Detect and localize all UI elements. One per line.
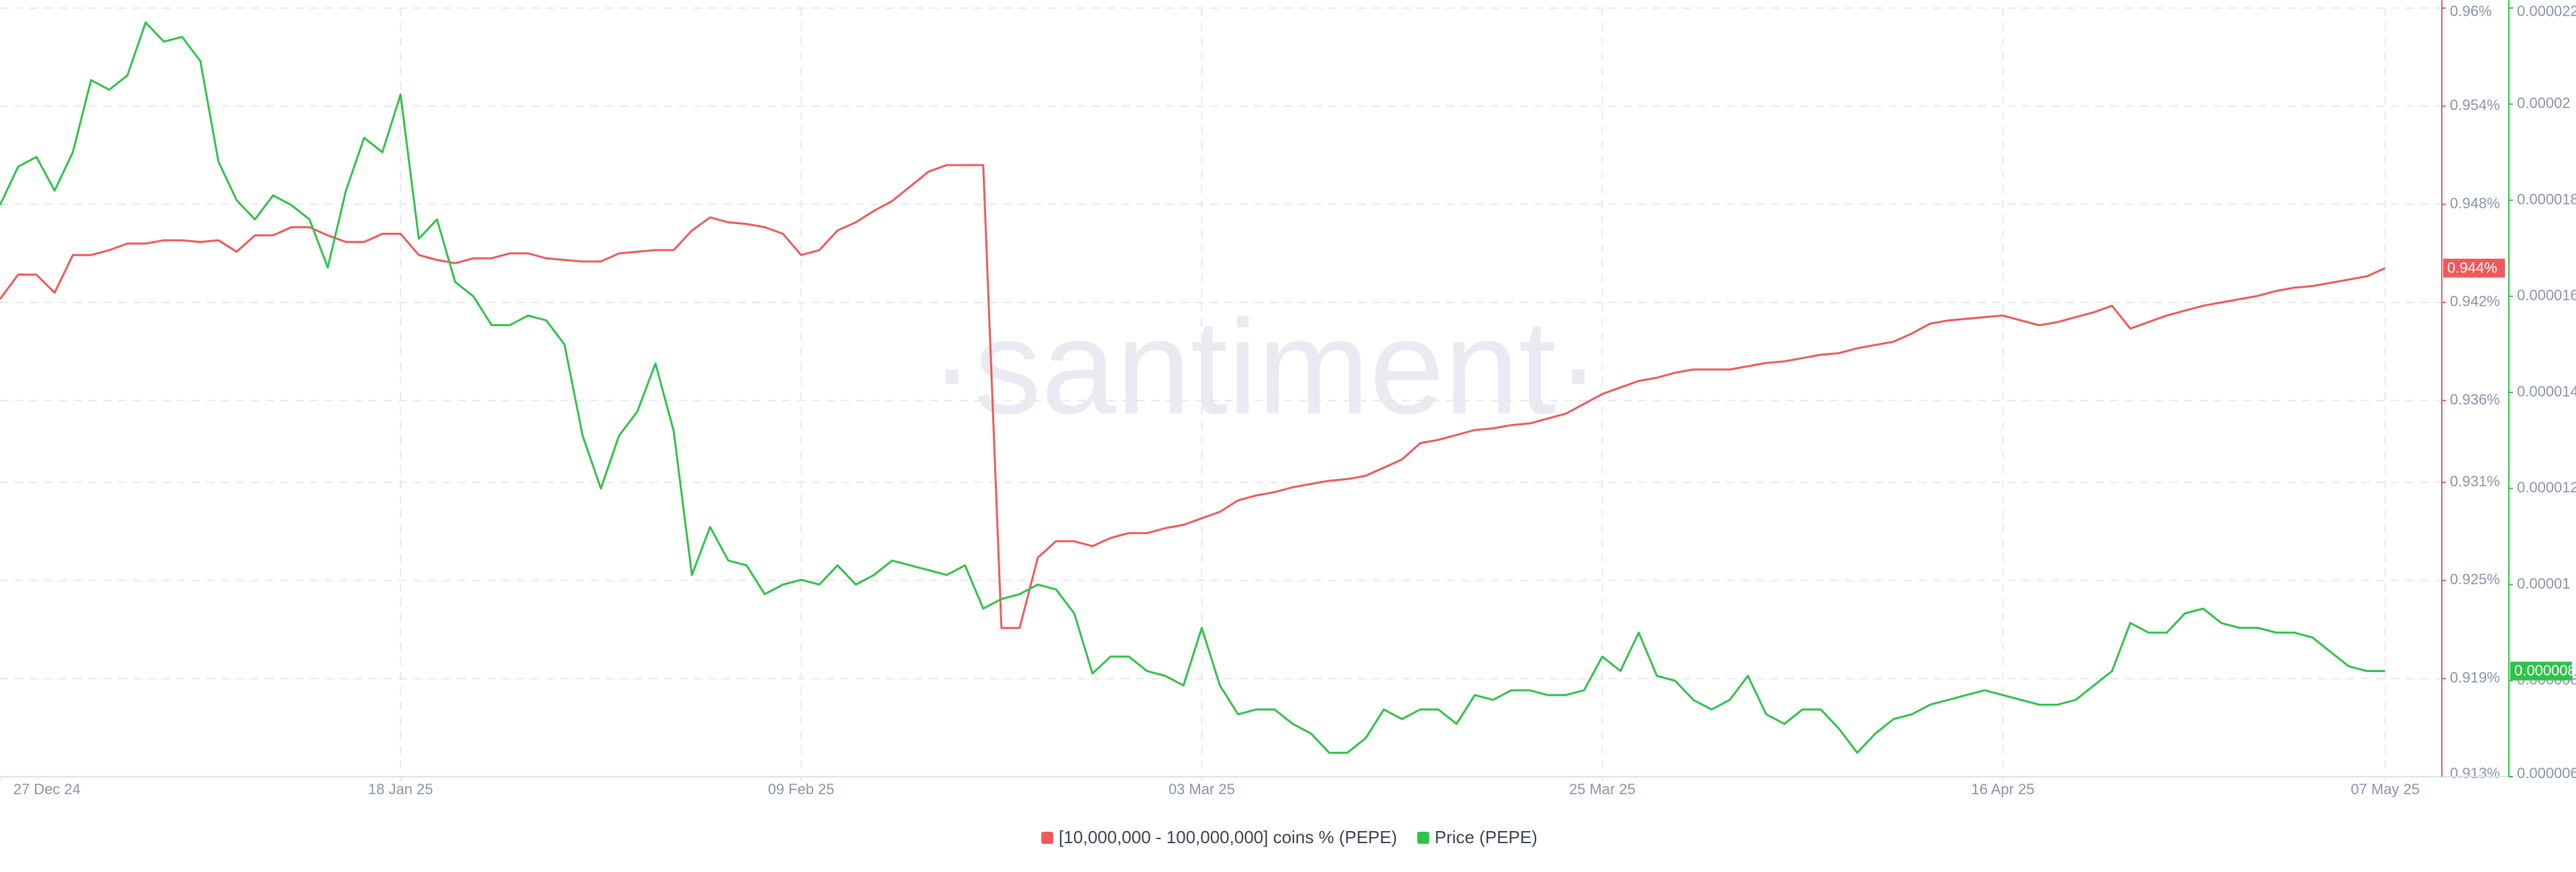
x-tick-label: 07 May 25 <box>2351 781 2420 798</box>
current-value-label: 0.944% <box>2447 260 2498 276</box>
x-tick-label: 03 Mar 25 <box>1169 781 1235 798</box>
current-value-badge <box>2510 661 2572 681</box>
y2-tick-label: 0.00001 <box>2517 575 2571 592</box>
watermark: ·santiment· <box>930 292 1601 442</box>
y-tick-label: 0.919% <box>2450 669 2500 686</box>
y2-tick-label: 0.000012 <box>2517 479 2576 496</box>
y-tick-label: 0.931% <box>2450 473 2500 490</box>
y-tick-label: 0.925% <box>2450 571 2500 588</box>
x-tick-label: 18 Jan 25 <box>368 781 433 798</box>
legend-label: Price (PEPE) <box>1435 827 1538 847</box>
y2-tick-label: 0.000016 <box>2517 287 2576 304</box>
y-tick-label: 0.948% <box>2450 195 2500 211</box>
y-tick-label: 0.942% <box>2450 293 2500 310</box>
series-line <box>0 164 2386 629</box>
legend: [10,000,000 - 100,000,000] coins % (PEPE… <box>1041 827 1538 847</box>
y-tick-label: 0.936% <box>2450 391 2500 408</box>
legend-swatch <box>1417 832 1430 844</box>
x-tick-label: 27 Dec 24 <box>13 781 80 798</box>
y-tick-label: 0.954% <box>2450 97 2500 113</box>
x-tick-label: 25 Mar 25 <box>1569 781 1635 798</box>
y2-tick-label: 0.000014 <box>2517 383 2576 400</box>
x-tick-label: 09 Feb 25 <box>768 781 835 798</box>
legend-label: [10,000,000 - 100,000,000] coins % (PEPE… <box>1059 827 1397 847</box>
current-value-label: 0.000008 <box>2514 662 2576 679</box>
y2-tick-label: 0.000022 <box>2517 3 2576 19</box>
y2-tick-label: 0.000006 <box>2517 765 2576 781</box>
x-tick-label: 16 Apr 25 <box>1972 781 2035 798</box>
legend-swatch <box>1041 832 1054 844</box>
series-line <box>0 21 2385 754</box>
y2-tick-label: 0.000018 <box>2517 190 2576 207</box>
y2-tick-label: 0.00002 <box>2517 95 2571 111</box>
y-tick-label: 0.913% <box>2450 765 2500 781</box>
current-value-badge <box>2443 258 2505 278</box>
y-tick-label: 0.96% <box>2450 3 2491 19</box>
